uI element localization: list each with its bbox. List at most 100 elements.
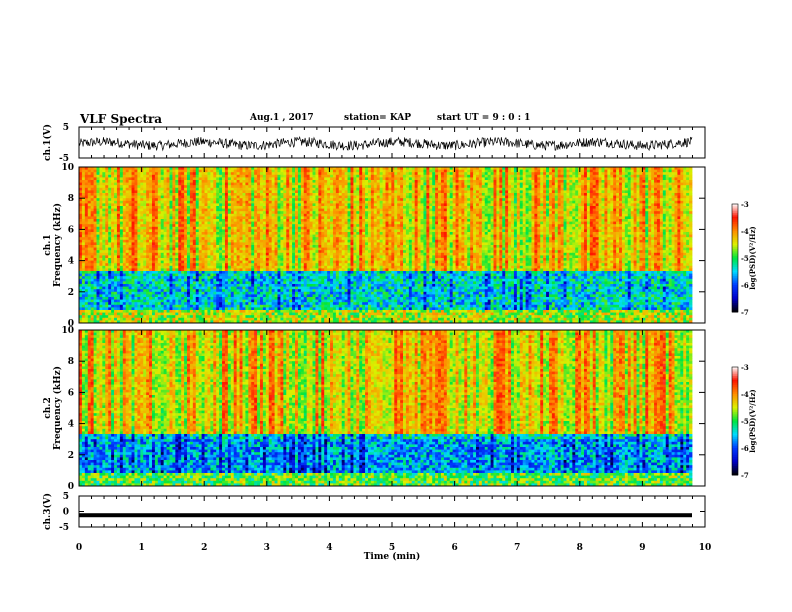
spectrogram-cell (222, 175, 225, 178)
spectrogram-cell (228, 201, 231, 204)
spectrogram-cell (674, 185, 677, 188)
spectrogram-cell (473, 219, 476, 222)
spectrogram-cell (234, 185, 237, 188)
spectrogram-cell (295, 177, 298, 180)
spectrogram-cell (278, 196, 281, 199)
spectrogram-cell (461, 177, 464, 180)
spectrogram-cell (663, 222, 666, 225)
spectrogram-cell (266, 193, 269, 196)
spectrogram-cell (134, 185, 137, 188)
spectrogram-cell (283, 177, 286, 180)
spectrogram-cell (669, 209, 672, 212)
spectrogram-cell (266, 172, 269, 175)
spectrogram-cell (479, 222, 482, 225)
spectrogram-cell (438, 185, 441, 188)
spectrogram-cell (94, 183, 97, 186)
spectrogram-cell (534, 170, 537, 173)
spectrogram-cell (283, 172, 286, 175)
spectrogram-cell (199, 227, 202, 230)
spectrogram-cell (660, 172, 663, 175)
spectrogram-cell (470, 175, 473, 178)
spectrogram-cell (181, 214, 184, 217)
spectrogram-cell (266, 183, 269, 186)
spectrogram-cell (193, 227, 196, 230)
spectrogram-cell (479, 219, 482, 222)
spectrogram-cell (587, 183, 590, 186)
spectrogram-cell (628, 190, 631, 193)
spectrogram-cell (158, 170, 161, 173)
spectrogram-cell (140, 209, 143, 212)
spectrogram-cell (672, 190, 675, 193)
spectrogram-cell (494, 211, 497, 214)
spectrogram-cell (161, 211, 164, 214)
spectrogram-cell (251, 211, 254, 214)
spectrogram-cell (610, 190, 613, 193)
spectrogram-cell (689, 170, 692, 173)
spectrogram-cell (123, 201, 126, 204)
spectrogram-cell (132, 175, 135, 178)
spectrogram-cell (111, 201, 114, 204)
spectrogram-cell (164, 196, 167, 199)
spectrogram-cell (674, 219, 677, 222)
spectrogram-cell (167, 193, 170, 196)
spectrogram-cell (178, 175, 181, 178)
spectrogram-cell (482, 216, 485, 219)
spectrogram-cell (613, 211, 616, 214)
spectrogram-cell (494, 201, 497, 204)
spectrogram-cell (245, 185, 248, 188)
spectrogram-cell (228, 224, 231, 227)
spectrogram-cell (97, 185, 100, 188)
spectrogram-cell (184, 209, 187, 212)
spectrogram-cell (619, 209, 622, 212)
spectrogram-cell (371, 209, 374, 212)
spectrogram-cell (169, 214, 172, 217)
spectrogram-cell (686, 209, 689, 212)
spectrogram-cell (561, 170, 564, 173)
spectrogram-cell (388, 177, 391, 180)
spectrogram-cell (666, 180, 669, 183)
spectrogram-cell (637, 201, 640, 204)
spectrogram-cell (280, 170, 283, 173)
spectrogram-cell (432, 188, 435, 191)
spectrogram-cell (628, 170, 631, 173)
spectrogram-cell (266, 209, 269, 212)
spectrogram-cell (464, 170, 467, 173)
spectrogram-cell (423, 170, 426, 173)
spectrogram-cell (672, 201, 675, 204)
spectrogram-cell (283, 211, 286, 214)
spectrogram-cell (365, 219, 368, 222)
spectrogram-cell (648, 224, 651, 227)
spectrogram-cell (602, 177, 605, 180)
spectrogram-cell (496, 224, 499, 227)
spectrogram-cell (286, 196, 289, 199)
spectrogram-cell (572, 193, 575, 196)
spectrogram-cell (330, 177, 333, 180)
spectrogram-cell (353, 216, 356, 219)
spectrogram-cell (686, 216, 689, 219)
spectrogram-cell (432, 214, 435, 217)
spectrogram-cell (432, 185, 435, 188)
spectrogram-cell (304, 224, 307, 227)
spectrogram-cell (99, 198, 102, 201)
spectrogram-cell (680, 216, 683, 219)
spectrogram-cell (651, 224, 654, 227)
spectrogram-cell (657, 183, 660, 186)
spectrogram-cell (491, 209, 494, 212)
spectrogram-cell (663, 175, 666, 178)
spectrogram-cell (674, 188, 677, 191)
spectrogram-cell (552, 188, 555, 191)
spectrogram-cell (450, 209, 453, 212)
spectrogram-cell (222, 188, 225, 191)
spectrogram-cell (403, 190, 406, 193)
spectrogram-cell (529, 170, 532, 173)
spectrogram-cell (134, 172, 137, 175)
spectrogram-cell (488, 170, 491, 173)
spectrogram-cell (400, 203, 403, 206)
spectrogram-cell (689, 185, 692, 188)
spectrogram-cell (237, 183, 240, 186)
spectrogram-cell (371, 177, 374, 180)
spectrogram-cell (199, 219, 202, 222)
spectrogram-cell (254, 216, 257, 219)
spectrogram-cell (143, 170, 146, 173)
spectrogram-cell (552, 172, 555, 175)
